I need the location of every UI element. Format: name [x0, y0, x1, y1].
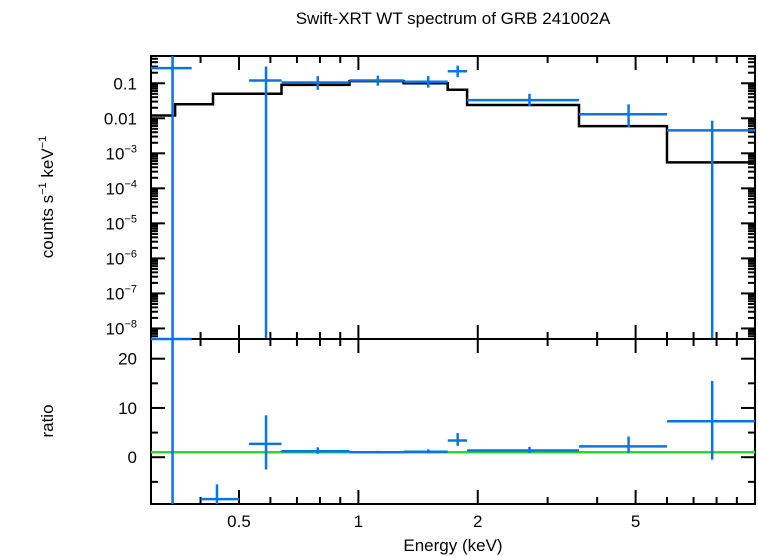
- spectrum-data-point: [151, 56, 192, 339]
- spectrum-data-point: [447, 65, 468, 78]
- spectrum-y-axis-label: counts s−1 keV−1: [37, 136, 57, 258]
- spectrum-data-point: [403, 76, 448, 88]
- ratio-data-point: [200, 484, 239, 504]
- ratio-data-point: [249, 415, 282, 470]
- spectrum-data-point: [281, 76, 350, 90]
- spectrum-y-tick-label: 10−7: [106, 283, 137, 303]
- spectrum-y-tick-label: 10−3: [106, 143, 137, 163]
- x-axis-label: Energy (keV): [403, 536, 502, 555]
- spectrum-y-tick-label: 0.1: [113, 74, 137, 93]
- ratio-data-point: [447, 433, 468, 446]
- ratio-panel: 0 10 20: [118, 337, 756, 505]
- spectrum-plot-frame: [150, 55, 756, 340]
- ratio-plot-frame: [150, 338, 756, 505]
- spectrum-data-point: [249, 66, 282, 339]
- spectrum-y-tick-label: 10−4: [106, 178, 137, 198]
- ratio-data-point: [403, 449, 448, 454]
- ratio-data-point: [281, 447, 350, 454]
- ratio-data-point: [349, 450, 404, 454]
- spectrum-axis-ticks: [150, 56, 756, 340]
- ratio-y-tick-label: 20: [118, 350, 137, 369]
- ratio-y-tick-label: 0: [128, 448, 137, 467]
- spectrum-data-point: [349, 75, 404, 86]
- chart-title: Swift-XRT WT spectrum of GRB 241002A: [296, 9, 611, 28]
- x-tick-label: 1: [354, 512, 363, 531]
- spectrum-y-tick-label: 0.01: [104, 109, 137, 128]
- spectrum-data-points: [151, 56, 755, 339]
- spectrum-y-tick-labels: 0.1 0.01 10−3 10−4 10−5 10−6 10−7 10−8: [104, 74, 137, 338]
- spectrum-y-tick-label: 10−5: [106, 213, 137, 233]
- ratio-data-point: [151, 337, 192, 504]
- ratio-y-axis-label: ratio: [38, 404, 57, 437]
- ratio-data-point: [467, 446, 580, 453]
- ratio-data-points: [151, 337, 755, 504]
- ratio-axis-ticks: [150, 339, 756, 504]
- spectrum-data-point: [467, 93, 580, 107]
- spectrum-panel: 0.1 0.01 10−3 10−4 10−5 10−6 10−7 10−8: [104, 55, 756, 340]
- ratio-data-point: [579, 436, 668, 453]
- ratio-data-point: [667, 380, 755, 460]
- model-curve: [151, 79, 755, 164]
- x-tick-label: 2: [473, 512, 482, 531]
- ratio-y-tick-labels: 0 10 20: [118, 350, 137, 468]
- model-step-curve: [151, 79, 755, 164]
- spectrum-data-point: [667, 120, 755, 339]
- x-tick-label: 5: [631, 512, 640, 531]
- spectrum-y-tick-label: 10−6: [106, 248, 137, 268]
- x-tick-label: 0.5: [227, 512, 251, 531]
- spectrum-y-tick-label: 10−8: [106, 318, 137, 338]
- ratio-y-tick-label: 10: [118, 399, 137, 418]
- spectrum-data-point: [579, 104, 668, 128]
- x-tick-labels: 0.5 1 2 5: [227, 512, 640, 531]
